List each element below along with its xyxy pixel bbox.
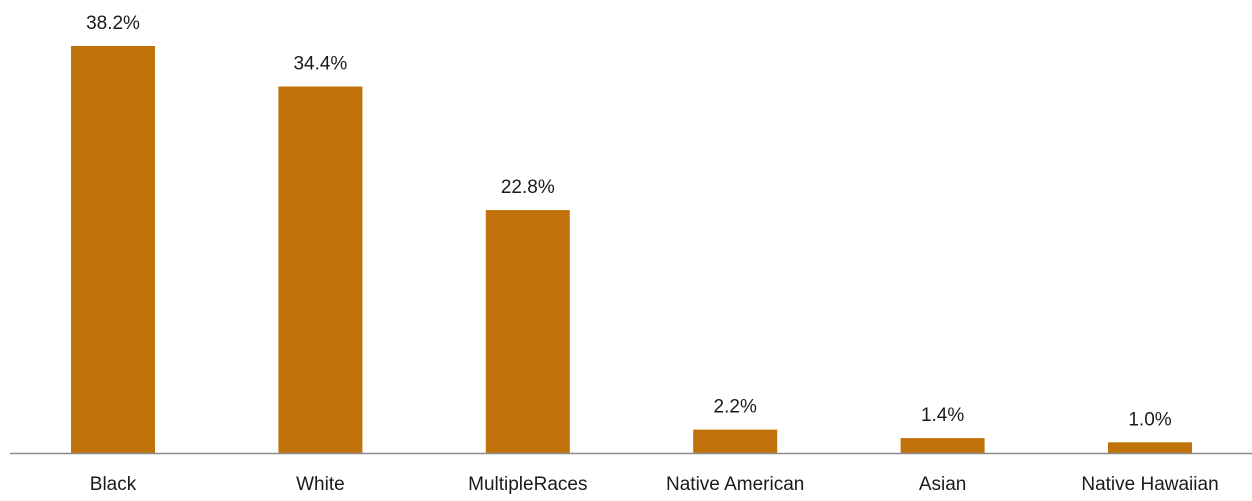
x-tick-labels-group: Black White MultipleRaces Native American As… — [90, 474, 1219, 495]
x-tick-label-multipleraces: MultipleRaces — [468, 474, 587, 495]
data-label-black: 38.2% — [86, 13, 140, 34]
bar-asian — [900, 438, 985, 453]
data-label-native-american: 2.2% — [714, 397, 757, 418]
x-tick-label-black: Black — [90, 474, 137, 495]
bar-multipleraces — [485, 210, 570, 453]
bar-black — [71, 46, 155, 453]
bar-white — [278, 86, 363, 453]
x-tick-label-asian: Asian — [919, 474, 967, 495]
x-tick-label-native-hawaiian: Native Hawaiian — [1081, 474, 1218, 495]
x-tick-label-native-american: Native American — [666, 474, 804, 495]
bar-native-hawaiian — [1108, 442, 1192, 453]
data-label-multipleraces: 22.8% — [501, 177, 555, 198]
data-label-asian: 1.4% — [921, 405, 964, 426]
bars-group — [71, 46, 1192, 453]
data-label-native-hawaiian: 1.0% — [1128, 409, 1171, 430]
data-labels-group: 38.2% 34.4% 22.8% 2.2% 1.4% 1.0% — [86, 13, 1172, 430]
x-tick-label-white: White — [296, 474, 345, 495]
bar-native-american — [693, 429, 778, 453]
data-label-white: 34.4% — [293, 54, 347, 75]
